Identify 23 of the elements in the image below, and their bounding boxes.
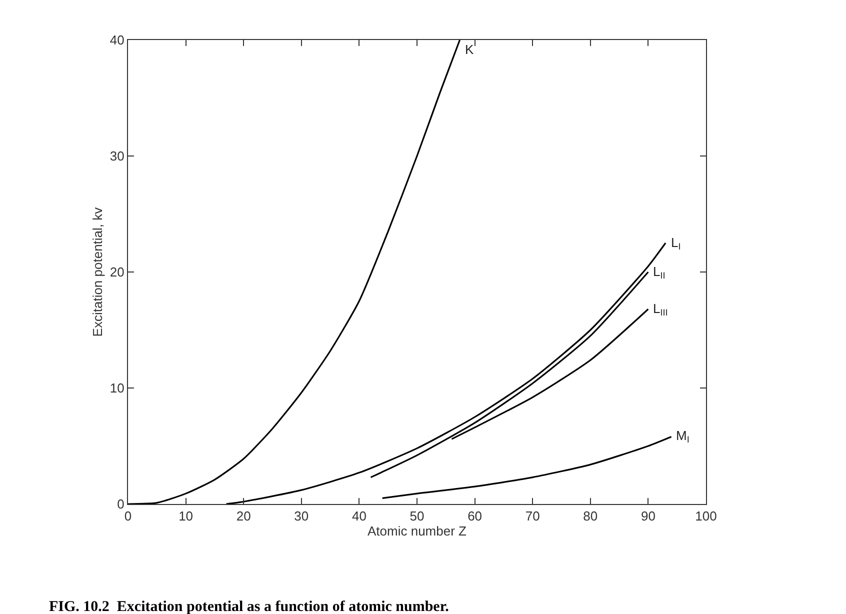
x-tick-label: 100 [695, 508, 717, 524]
x-tick-label: 90 [640, 508, 656, 524]
x-tick-label: 50 [410, 508, 424, 524]
x-tick-label: 30 [294, 508, 309, 524]
series-label: M$_{I}$ [676, 428, 690, 445]
x-tick-label: 70 [525, 508, 540, 524]
x-tick-label: 60 [468, 508, 482, 524]
y-tick-label: 0 [117, 496, 124, 512]
caption: FIG. 10.2 Excitation potential as a function of atomic number. [49, 599, 450, 614]
series-label: L$_{III}$ [653, 301, 668, 318]
x-tick-label: 40 [352, 508, 366, 524]
x-tick-label: 80 [583, 508, 598, 524]
x-tick-label: 20 [236, 508, 251, 524]
y-tick-label: 20 [110, 264, 124, 280]
x-axis-title: Atomic number Z [368, 524, 467, 539]
y-tick-label: 10 [110, 380, 124, 396]
x-tick-label: 10 [178, 508, 194, 524]
series-label: K [465, 42, 474, 57]
series-label: L$_{II}$ [653, 264, 666, 281]
y-axis-title: Excitation potential, kv [90, 206, 105, 337]
series-label: L$_{I}$ [671, 235, 681, 252]
y-tick-label: 30 [110, 148, 124, 164]
y-tick-label: 40 [110, 32, 124, 48]
